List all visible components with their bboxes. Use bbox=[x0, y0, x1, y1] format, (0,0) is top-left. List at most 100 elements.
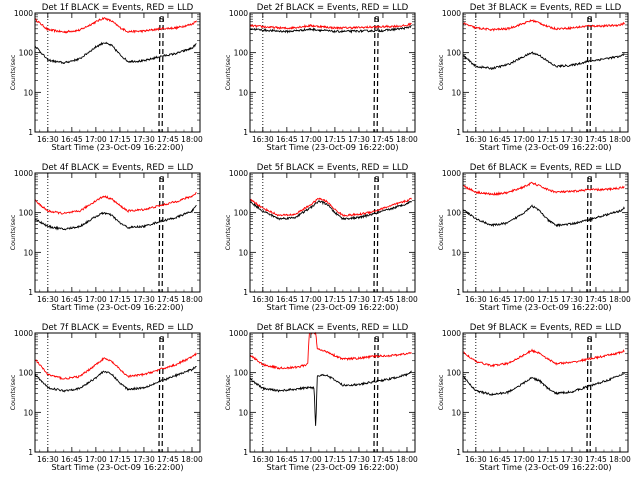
interval-dashed-line bbox=[586, 16, 589, 133]
x-tick-label: 17:45 bbox=[157, 455, 179, 464]
x-tick-label: 18:00 bbox=[181, 455, 203, 464]
x-tick-label: 17:15 bbox=[537, 455, 559, 464]
x-tick-label: 17:15 bbox=[324, 455, 346, 464]
panel-title: Det 4f BLACK = Events, RED = LLD bbox=[42, 163, 194, 173]
y-tick-label: 10 bbox=[451, 248, 461, 257]
x-tick-label: 17:00 bbox=[513, 455, 535, 464]
y-tick-label: 1 bbox=[456, 448, 461, 457]
x-tick-label: 17:00 bbox=[300, 295, 322, 304]
x-axis-label: Start Time (23-Oct-09 16:22:00) bbox=[266, 462, 398, 472]
y-tick-label: 10 bbox=[451, 88, 461, 97]
y-tick-label: 100 bbox=[234, 49, 249, 58]
plot-frame bbox=[249, 12, 416, 133]
x-tick-label: 17:15 bbox=[537, 135, 559, 144]
x-tick-label: 17:30 bbox=[348, 295, 370, 304]
interval-dashed-line bbox=[589, 176, 592, 293]
plot-frame bbox=[462, 332, 629, 453]
series-events-line bbox=[34, 366, 197, 393]
panel-title: Det 8f BLACK = Events, RED = LLD bbox=[257, 323, 409, 333]
x-axis-label: Start Time (23-Oct-09 16:22:00) bbox=[479, 142, 611, 152]
x-tick-label: 17:15 bbox=[537, 295, 559, 304]
plot-frame bbox=[249, 172, 416, 293]
series-events-line bbox=[249, 199, 412, 221]
x-tick-label: 17:15 bbox=[324, 295, 346, 304]
x-axis-label: Start Time (23-Oct-09 16:22:00) bbox=[479, 302, 611, 312]
interval-marker-label: S bbox=[159, 335, 164, 344]
interval-dashed-line bbox=[589, 336, 592, 453]
x-tick-label: 16:30 bbox=[252, 295, 274, 304]
interval-dashed-line bbox=[161, 16, 164, 133]
series-lld-line bbox=[34, 16, 197, 34]
x-tick-label: 16:30 bbox=[465, 295, 487, 304]
y-tick-label: 10 bbox=[238, 88, 248, 97]
x-tick-label: 16:30 bbox=[465, 135, 487, 144]
x-tick-label: 16:45 bbox=[61, 135, 83, 144]
y-tick-label: 1 bbox=[243, 448, 248, 457]
x-tick-label: 17:15 bbox=[324, 135, 346, 144]
series-lld-line bbox=[249, 22, 412, 31]
series-lld-line bbox=[462, 18, 625, 32]
x-tick-label: 16:45 bbox=[489, 455, 511, 464]
series-events-line bbox=[34, 204, 197, 231]
x-tick-label: 18:00 bbox=[396, 455, 418, 464]
interval-marker-label: S bbox=[159, 15, 164, 24]
panel-det-6: Det 6f BLACK = Events, RED = LLD Counts/s… bbox=[437, 163, 631, 312]
plot-frame bbox=[34, 12, 201, 133]
x-tick-label: 17:00 bbox=[513, 295, 535, 304]
x-tick-label: 17:15 bbox=[109, 295, 131, 304]
y-axis-label: Counts/sec bbox=[437, 54, 445, 90]
interval-dashed-line bbox=[373, 16, 376, 133]
y-tick-label: 10 bbox=[238, 408, 248, 417]
x-tick-label: 17:00 bbox=[85, 135, 107, 144]
interval-dashed-line bbox=[586, 336, 589, 453]
x-tick-label: 18:00 bbox=[396, 135, 418, 144]
y-axis-label: Counts/sec bbox=[224, 54, 232, 90]
y-tick-label: 1000 bbox=[14, 329, 33, 338]
interval-marker-label: S bbox=[159, 175, 164, 184]
y-tick-label: 1 bbox=[456, 128, 461, 137]
y-axis-label: Counts/sec bbox=[9, 54, 17, 90]
series-lld-line bbox=[462, 348, 625, 368]
series-lld-line bbox=[34, 192, 197, 215]
x-tick-label: 17:45 bbox=[157, 295, 179, 304]
y-tick-label: 100 bbox=[447, 369, 462, 378]
x-tick-label: 17:45 bbox=[585, 455, 607, 464]
x-tick-label: 17:00 bbox=[85, 455, 107, 464]
y-tick-label: 100 bbox=[19, 49, 34, 58]
x-tick-label: 17:30 bbox=[133, 295, 155, 304]
interval-dashed-line bbox=[589, 16, 592, 133]
y-tick-label: 10 bbox=[451, 408, 461, 417]
x-tick-label: 17:45 bbox=[585, 295, 607, 304]
y-tick-label: 100 bbox=[447, 209, 462, 218]
x-tick-label: 17:30 bbox=[561, 455, 583, 464]
y-tick-label: 1000 bbox=[229, 329, 248, 338]
x-tick-label: 16:30 bbox=[252, 455, 274, 464]
interval-marker-label: S bbox=[374, 15, 379, 24]
interval-dashed-line bbox=[586, 176, 589, 293]
x-tick-label: 16:45 bbox=[61, 295, 83, 304]
x-tick-label: 18:00 bbox=[396, 295, 418, 304]
series-lld-line bbox=[249, 331, 412, 370]
y-tick-label: 1 bbox=[243, 128, 248, 137]
y-tick-label: 100 bbox=[447, 49, 462, 58]
x-tick-label: 16:45 bbox=[489, 135, 511, 144]
x-tick-label: 16:30 bbox=[37, 455, 59, 464]
x-tick-label: 17:30 bbox=[348, 455, 370, 464]
x-tick-label: 17:00 bbox=[85, 295, 107, 304]
x-tick-label: 17:00 bbox=[513, 135, 535, 144]
x-tick-label: 18:00 bbox=[609, 455, 631, 464]
interval-dashed-line bbox=[376, 336, 379, 453]
x-tick-label: 18:00 bbox=[609, 135, 631, 144]
y-tick-label: 100 bbox=[19, 209, 34, 218]
x-tick-label: 17:45 bbox=[372, 135, 394, 144]
x-axis-label: Start Time (23-Oct-09 16:22:00) bbox=[51, 302, 183, 312]
series-lld-line bbox=[462, 181, 625, 196]
x-tick-label: 16:45 bbox=[61, 455, 83, 464]
x-tick-label: 17:45 bbox=[585, 135, 607, 144]
y-tick-label: 10 bbox=[23, 248, 33, 257]
x-tick-label: 17:00 bbox=[300, 135, 322, 144]
interval-dashed-line bbox=[376, 16, 379, 133]
panel-title: Det 2f BLACK = Events, RED = LLD bbox=[257, 3, 409, 13]
panel-title: Det 5f BLACK = Events, RED = LLD bbox=[257, 163, 409, 173]
